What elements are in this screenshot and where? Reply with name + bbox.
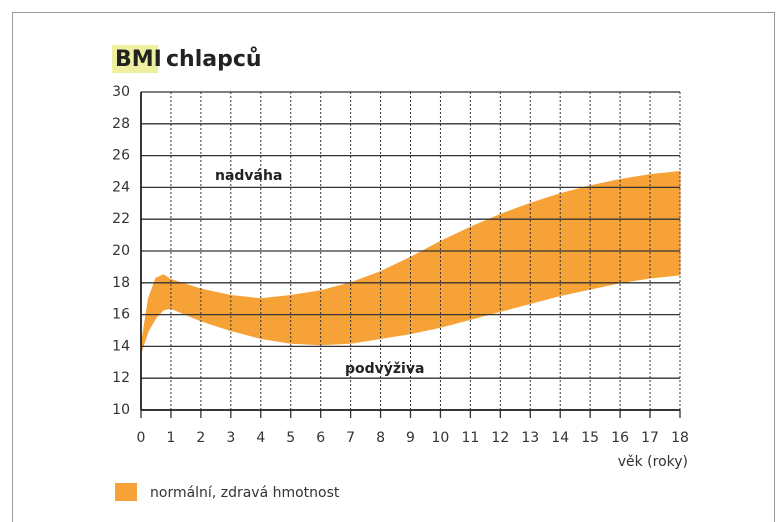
- y-tick-label: 20: [112, 243, 130, 259]
- frame: [12, 12, 775, 522]
- legend-swatch: [115, 483, 137, 501]
- x-tick-label: 2: [196, 430, 205, 446]
- chart-title-highlight: BMI: [115, 47, 162, 72]
- x-tick-label: 4: [256, 430, 265, 446]
- x-tick-label: 18: [671, 430, 689, 446]
- x-tick-label: 1: [166, 430, 175, 446]
- range-band: [140, 171, 681, 354]
- x-tick-label: 6: [316, 430, 325, 446]
- y-tick-label: 28: [112, 116, 130, 132]
- x-tick-label: 3: [226, 430, 235, 446]
- x-tick-label: 0: [137, 430, 146, 446]
- x-tick-label: 11: [461, 430, 479, 446]
- x-tick-label: 10: [432, 430, 450, 446]
- y-tick-label: 26: [112, 148, 130, 164]
- legend-label: normální, zdravá hmotnost: [150, 485, 340, 501]
- y-tick-label: 18: [112, 275, 130, 291]
- x-tick-label: 13: [521, 430, 539, 446]
- x-tick-label: 15: [581, 430, 599, 446]
- chart-title: chlapců: [166, 47, 262, 72]
- x-tick-label: 12: [491, 430, 509, 446]
- x-tick-label: 8: [376, 430, 385, 446]
- y-tick-label: 10: [112, 402, 130, 418]
- x-tick-label: 17: [641, 430, 659, 446]
- x-tick-label: 5: [286, 430, 295, 446]
- x-tick-label: 7: [346, 430, 355, 446]
- y-tick-label: 24: [112, 179, 130, 195]
- x-tick-label: 9: [406, 430, 415, 446]
- y-tick-label: 22: [112, 211, 130, 227]
- annotation: podvýživa: [345, 361, 424, 377]
- y-tick-label: 30: [112, 84, 130, 100]
- x-axis-label: věk (roky): [618, 454, 688, 470]
- y-tick-label: 14: [112, 338, 130, 354]
- annotation: nadváha: [215, 168, 282, 184]
- y-tick-label: 12: [112, 370, 130, 386]
- y-tick-label: 16: [112, 307, 130, 323]
- x-tick-label: 16: [611, 430, 629, 446]
- title-highlight-bg: [112, 45, 158, 73]
- x-tick-label: 14: [551, 430, 569, 446]
